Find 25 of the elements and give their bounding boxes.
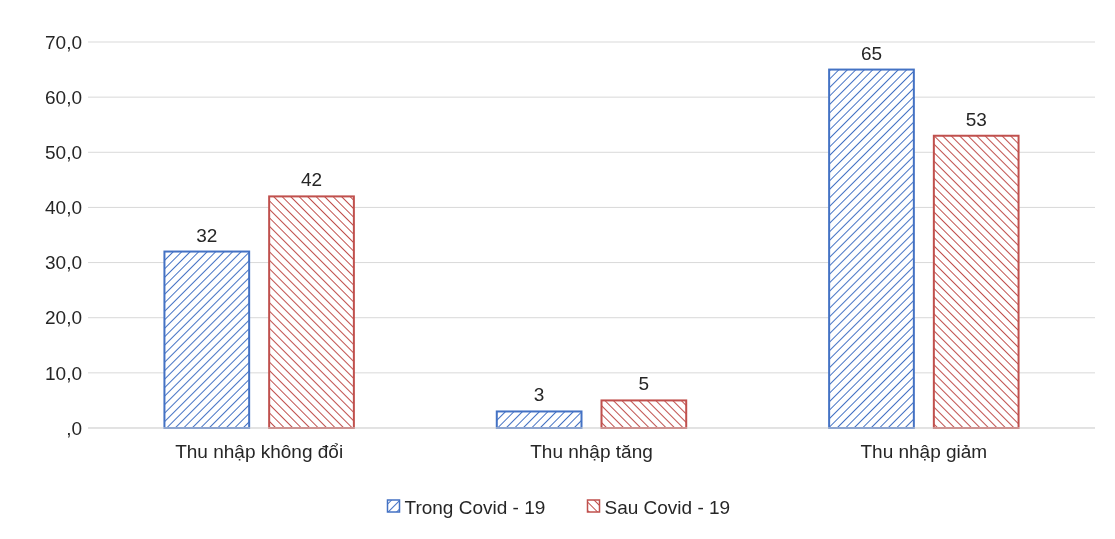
bar — [163, 250, 251, 429]
bar — [600, 399, 688, 429]
bar — [495, 410, 583, 429]
x-tick-label: Thu nhập giảm — [860, 441, 988, 462]
data-label: 5 — [638, 373, 650, 395]
legend-label: Trong Covid - 19 — [404, 496, 546, 518]
data-label: 65 — [860, 42, 883, 64]
bar — [268, 195, 355, 429]
legend-label: Sau Covid - 19 — [604, 496, 731, 518]
y-tick-label: 60,0 — [45, 86, 82, 108]
data-label: 53 — [965, 108, 987, 130]
bar — [828, 68, 915, 429]
x-tick-label: Thu nhập không đổi — [175, 441, 344, 462]
y-tick-label: ,0 — [66, 417, 82, 439]
bar — [932, 134, 1020, 429]
data-label: 42 — [300, 169, 323, 191]
y-tick-label: 40,0 — [45, 197, 82, 219]
y-tick-label: 30,0 — [45, 252, 82, 274]
data-label: 32 — [196, 224, 218, 246]
y-tick-label: 50,0 — [45, 141, 82, 163]
y-tick-label: 10,0 — [45, 362, 82, 384]
y-tick-label: 70,0 — [45, 31, 82, 53]
y-tick-label: 20,0 — [45, 307, 82, 329]
data-label: 3 — [533, 384, 545, 406]
x-tick-label: Thu nhập tăng — [530, 441, 653, 462]
